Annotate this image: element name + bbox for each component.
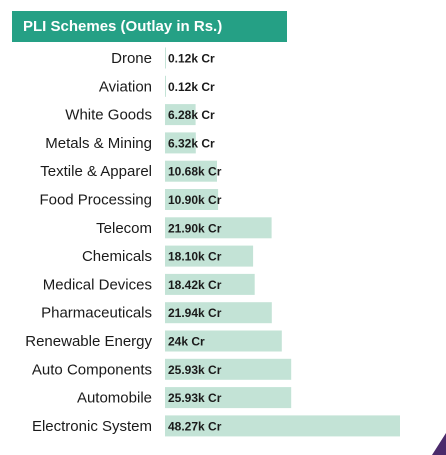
value-label-renewable-energy: 24k Cr xyxy=(168,335,205,349)
value-label-aviation: 0.12k Cr xyxy=(168,80,215,94)
value-label-food-processing: 10.90k Cr xyxy=(168,193,222,207)
chart-title: PLI Schemes (Outlay in Rs.) xyxy=(23,18,223,35)
value-label-medical-devices: 18.42k Cr xyxy=(168,278,222,292)
bar-chemicals xyxy=(165,245,254,267)
category-label-food-processing: Food Processing xyxy=(39,192,152,209)
value-label-textile-and-apparel: 10.68k Cr xyxy=(168,165,222,179)
value-label-auto-components: 25.93k Cr xyxy=(168,363,222,377)
value-label-chemicals: 18.10k Cr xyxy=(168,250,222,264)
bar-food-processing xyxy=(165,189,219,210)
category-label-chemicals: Chemicals xyxy=(82,248,152,265)
value-label-metals-and-mining: 6.32k Cr xyxy=(168,136,215,150)
category-label-automobile: Automobile xyxy=(77,390,152,407)
category-label-drone: Drone xyxy=(111,50,152,67)
bar-textile-and-apparel xyxy=(165,160,217,182)
bar-auto-components xyxy=(165,358,292,380)
bar-pharmaceuticals xyxy=(165,302,272,324)
category-label-renewable-energy: Renewable Energy xyxy=(25,333,152,350)
value-label-drone: 0.12k Cr xyxy=(168,52,215,66)
bar-metals-and-mining xyxy=(165,132,196,154)
category-label-medical-devices: Medical Devices xyxy=(43,276,152,293)
value-label-telecom: 21.90k Cr xyxy=(168,221,222,235)
bar-renewable-energy xyxy=(165,330,282,352)
bars-layer xyxy=(165,47,400,437)
bar-automobile xyxy=(165,387,292,409)
value-label-white-goods: 6.28k Cr xyxy=(168,108,215,122)
bar-drone xyxy=(165,47,166,69)
value-label-automobile: 25.93k Cr xyxy=(168,391,222,405)
value-label-electronic-system: 48.27k Cr xyxy=(168,419,222,433)
value-label-pharmaceuticals: 21.94k Cr xyxy=(168,306,222,320)
category-label-auto-components: Auto Components xyxy=(32,361,152,378)
category-label-pharmaceuticals: Pharmaceuticals xyxy=(41,305,152,322)
category-label-metals-and-mining: Metals & Mining xyxy=(45,135,152,152)
bar-medical-devices xyxy=(165,273,255,295)
corner-decoration xyxy=(432,433,446,455)
bar-electronic-system xyxy=(165,415,400,437)
category-label-telecom: Telecom xyxy=(96,220,152,237)
bar-aviation xyxy=(165,75,166,97)
chart-title-bar: PLI Schemes (Outlay in Rs.) xyxy=(12,11,287,42)
category-label-aviation: Aviation xyxy=(99,78,152,95)
category-label-textile-and-apparel: Textile & Apparel xyxy=(40,163,152,180)
labels-layer: Drone 0.12k Cr Aviation 0.12k Cr White Goods… xyxy=(25,50,221,435)
category-label-white-goods: White Goods xyxy=(65,107,152,124)
category-label-electronic-system: Electronic System xyxy=(32,418,152,435)
bar-white-goods xyxy=(165,104,196,126)
bar-telecom xyxy=(165,217,272,239)
